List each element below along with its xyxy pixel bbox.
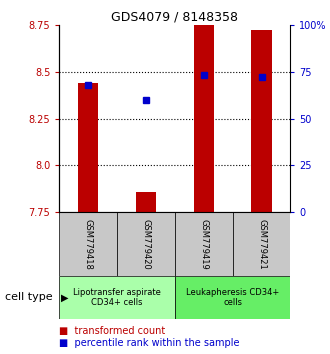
Bar <box>175 212 233 276</box>
Text: GSM779420: GSM779420 <box>142 219 150 270</box>
Text: Leukapheresis CD34+
cells: Leukapheresis CD34+ cells <box>186 288 279 307</box>
Title: GDS4079 / 8148358: GDS4079 / 8148358 <box>112 11 238 24</box>
Text: GSM779419: GSM779419 <box>199 219 208 270</box>
Text: Lipotransfer aspirate
CD34+ cells: Lipotransfer aspirate CD34+ cells <box>73 288 161 307</box>
Text: GSM779421: GSM779421 <box>257 219 266 270</box>
Text: cell type: cell type <box>5 292 53 302</box>
Bar <box>117 212 175 276</box>
Text: GSM779418: GSM779418 <box>84 219 93 270</box>
Bar <box>194 25 214 212</box>
Bar <box>136 192 156 212</box>
Bar <box>78 83 98 212</box>
Bar <box>59 276 175 319</box>
Bar <box>59 212 117 276</box>
Text: ■  percentile rank within the sample: ■ percentile rank within the sample <box>59 338 240 348</box>
Text: ▶: ▶ <box>61 292 69 302</box>
Bar <box>175 276 290 319</box>
Bar <box>233 212 290 276</box>
Text: ■  transformed count: ■ transformed count <box>59 326 166 336</box>
Bar <box>251 30 272 212</box>
